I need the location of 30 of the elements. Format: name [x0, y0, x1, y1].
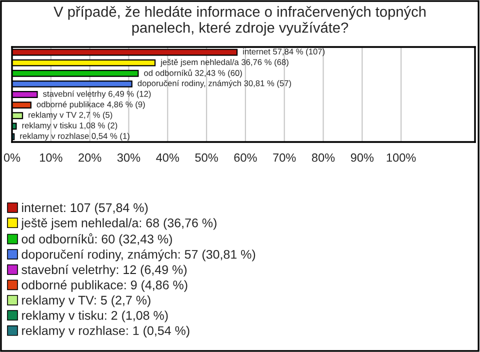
x-tick-label: 0% [4, 153, 20, 162]
x-tick-label: 90% [350, 153, 374, 162]
legend-label: stavební veletrhy: 12 (6,49 %) [22, 264, 187, 277]
legend-label: reklamy v tisku: 2 (1,08 %) [22, 310, 168, 322]
x-tick-label: 40% [156, 153, 180, 162]
data-label: reklamy v tisku 1,08 % (2) [22, 122, 118, 130]
legend-label: reklamy v rozhlase: 1 (0,54 %) [22, 326, 190, 338]
x-tick-label: 100% [386, 153, 416, 162]
chart-title: V případě, že hledáte informace o infračervených topných panelech, které zdroje využíváte? [54, 6, 426, 36]
data-label: internet 57,84 % (107) [243, 48, 325, 56]
x-tick-label: 80% [312, 153, 335, 162]
x-tick-label: 70% [273, 153, 296, 162]
legend-label: ještě jsem nehledal/a: 68 (36,76 %) [20, 218, 216, 230]
legend-label: internet: 107 (57,84 %) [22, 202, 148, 215]
data-label: ještě jsem nehledal/a 36,76 % (68) [160, 58, 288, 67]
x-tick-label: 60% [234, 153, 257, 162]
data-label: reklamy v TV 2,7 % (5) [28, 112, 112, 120]
legend-label: reklamy v TV: 5 (2,7 %) [22, 295, 150, 308]
data-label: doporučení rodiny, známých 30,81 % (57) [138, 80, 292, 88]
data-label: odborné publikace 4,86 % (9) [36, 101, 145, 109]
data-label: reklamy v rozhlase 0,54 % (1) [20, 132, 130, 141]
x-tick-label: 30% [117, 153, 140, 162]
data-label: stavební veletrhy 6,49 % (12) [43, 90, 151, 98]
legend-label: od odborníků: 60 (32,43 %) [22, 233, 172, 246]
x-tick-label: 50% [195, 153, 218, 162]
x-tick-label: 10% [40, 153, 62, 162]
data-label: od odborníků 32,43 % (60) [144, 69, 242, 78]
legend-label: odborné publikace: 9 (4,86 %) [22, 280, 188, 292]
legend-label: doporučení rodiny, známých: 57 (30,81 %) [22, 249, 256, 262]
x-tick-label: 20% [78, 153, 102, 162]
